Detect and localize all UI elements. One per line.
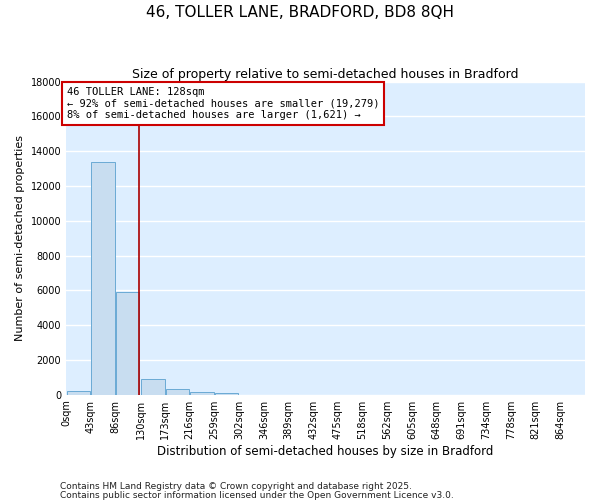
Bar (166, 390, 189, 394)
X-axis label: Distribution of semi-detached houses by size in Bradford: Distribution of semi-detached houses by … (157, 444, 494, 458)
Bar (91, 162, 115, 394)
Y-axis label: Number of semi-detached properties: Number of semi-detached properties (15, 135, 25, 341)
Bar (67, 391, 90, 394)
Text: Contains HM Land Registry data © Crown copyright and database right 2025.: Contains HM Land Registry data © Crown c… (60, 482, 412, 491)
Bar (141, 379, 164, 394)
Bar (116, 292, 139, 394)
Bar (190, 392, 214, 394)
Text: 46 TOLLER LANE: 128sqm
← 92% of semi-detached houses are smaller (19,279)
8% of : 46 TOLLER LANE: 128sqm ← 92% of semi-det… (67, 87, 379, 120)
Bar (215, 393, 238, 394)
Text: 46, TOLLER LANE, BRADFORD, BD8 8QH: 46, TOLLER LANE, BRADFORD, BD8 8QH (146, 5, 454, 20)
Text: Contains public sector information licensed under the Open Government Licence v3: Contains public sector information licen… (60, 490, 454, 500)
Title: Size of property relative to semi-detached houses in Bradford: Size of property relative to semi-detach… (133, 68, 519, 80)
